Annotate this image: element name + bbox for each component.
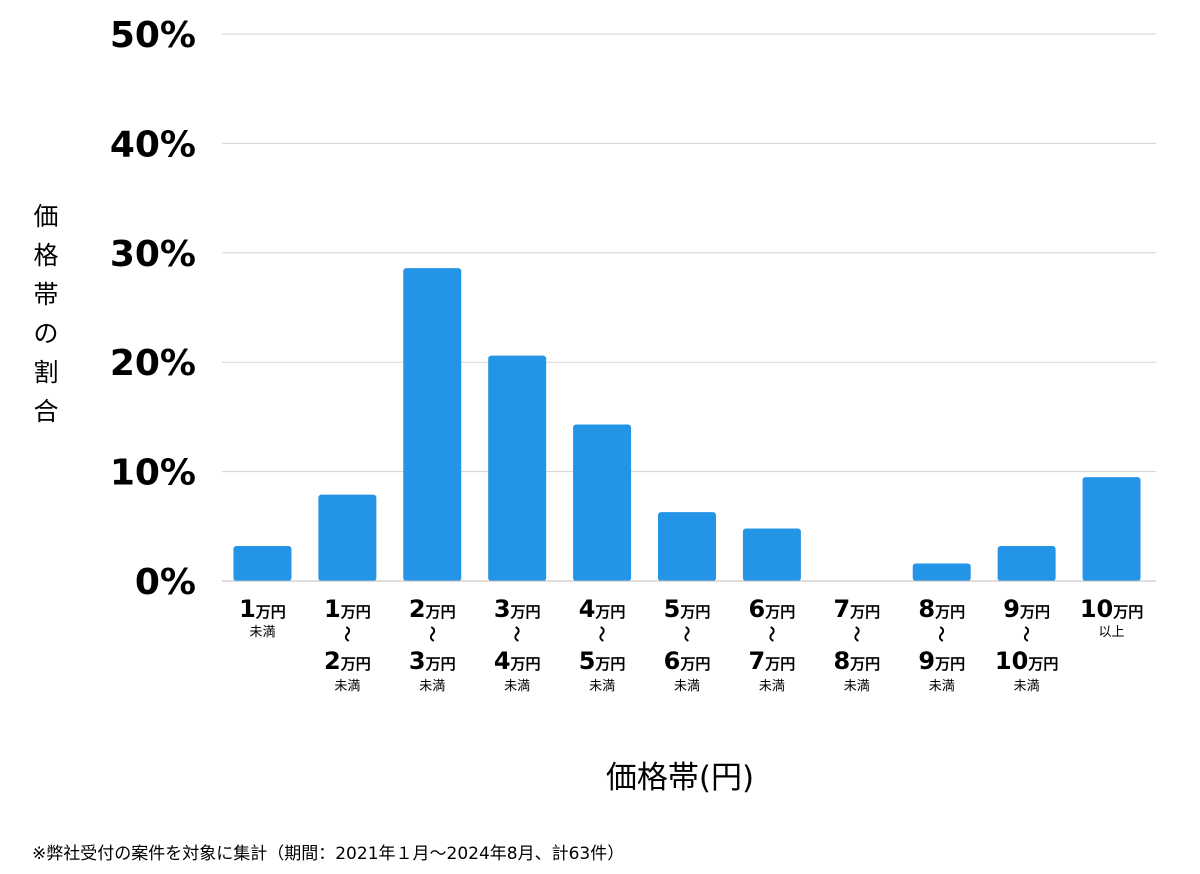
x-category-value: 10万円 bbox=[995, 647, 1058, 675]
y-axis-label-char: 割 bbox=[33, 358, 58, 387]
x-category-value: 3万円 bbox=[494, 595, 541, 623]
bar bbox=[403, 268, 462, 581]
x-category-value: 8万円 bbox=[833, 647, 880, 675]
bar bbox=[318, 494, 377, 581]
bar bbox=[742, 528, 801, 581]
x-category-suffix: 以上 bbox=[1099, 625, 1125, 640]
footnote: ※弊社受付の案件を対象に集計（期間：2021年１月〜2024年8月、計63件） bbox=[32, 844, 625, 864]
x-category-range-mark: 〜 bbox=[932, 626, 951, 642]
x-category-value: 1万円 bbox=[239, 595, 286, 623]
y-tick-label: 30% bbox=[110, 234, 196, 275]
bar bbox=[1082, 477, 1141, 581]
x-category-suffix: 未満 bbox=[334, 679, 360, 694]
y-tick-labels: 0% 10% 20% 30% 40% 50% bbox=[110, 15, 196, 603]
bar bbox=[573, 424, 632, 581]
y-tick-label: 10% bbox=[110, 453, 196, 494]
x-category-value: 9万円 bbox=[1003, 595, 1050, 623]
x-category-value: 5万円 bbox=[664, 595, 711, 623]
x-category-suffix: 未満 bbox=[844, 679, 870, 694]
x-category-value: 5万円 bbox=[579, 647, 626, 675]
x-category-suffix: 未満 bbox=[759, 679, 785, 694]
x-category-range-mark: 〜 bbox=[422, 626, 441, 642]
x-category-range-mark: 〜 bbox=[507, 626, 526, 642]
y-tick-label: 50% bbox=[110, 15, 196, 56]
x-category-value: 2万円 bbox=[324, 647, 371, 675]
bar bbox=[488, 355, 547, 581]
x-category-range-mark: 〜 bbox=[337, 626, 356, 642]
x-category-value: 6万円 bbox=[664, 647, 711, 675]
y-axis-label-char: 帯 bbox=[33, 280, 58, 309]
bar-chart: 0%10%20%30%40%50% 1万円未満1万円〜2万円未満2万円〜3万円未… bbox=[33, 15, 1156, 796]
x-category-suffix: 未満 bbox=[589, 679, 615, 694]
x-category-value: 7万円 bbox=[833, 595, 880, 623]
x-category-labels: 1万円未満1万円〜2万円未満2万円〜3万円未満3万円〜4万円未満4万円〜5万円未… bbox=[239, 595, 1143, 694]
y-axis-label-char: 格 bbox=[33, 241, 58, 270]
x-category-value: 10万円 bbox=[1080, 595, 1143, 623]
x-category-suffix: 未満 bbox=[504, 679, 530, 694]
x-category-suffix: 未満 bbox=[419, 679, 445, 694]
y-tick-label: 0% bbox=[135, 562, 196, 603]
x-category-value: 4万円 bbox=[494, 647, 541, 675]
bar bbox=[658, 512, 716, 581]
x-axis-label: 価格帯(円) bbox=[606, 760, 754, 796]
x-category-value: 6万円 bbox=[749, 595, 796, 623]
x-category-range-mark: 〜 bbox=[1017, 626, 1036, 642]
y-axis-label-char: 合 bbox=[33, 397, 58, 426]
x-category-range-mark: 〜 bbox=[762, 626, 781, 642]
y-axis-label-char: 価 bbox=[33, 202, 58, 231]
bar bbox=[233, 545, 292, 581]
x-category-value: 9万円 bbox=[918, 647, 965, 675]
bars bbox=[233, 268, 1141, 581]
y-tick-label: 40% bbox=[110, 124, 196, 165]
y-axis-label-char: の bbox=[33, 319, 58, 348]
x-category-value: 7万円 bbox=[749, 647, 796, 675]
bar bbox=[997, 545, 1056, 581]
x-category-value: 4万円 bbox=[579, 595, 626, 623]
x-category-range-mark: 〜 bbox=[677, 626, 696, 642]
x-category-range-mark: 〜 bbox=[847, 626, 866, 642]
x-category-value: 2万円 bbox=[409, 595, 456, 623]
x-category-range-mark: 〜 bbox=[592, 626, 611, 642]
x-category-suffix: 未満 bbox=[1014, 679, 1040, 694]
x-category-suffix: 未満 bbox=[929, 679, 955, 694]
x-category-value: 8万円 bbox=[918, 595, 965, 623]
y-tick-label: 20% bbox=[110, 343, 196, 384]
x-category-suffix: 未満 bbox=[249, 625, 275, 640]
x-category-suffix: 未満 bbox=[674, 679, 700, 694]
bar bbox=[912, 563, 971, 581]
gridlines bbox=[222, 33, 1156, 473]
x-category-value: 3万円 bbox=[409, 647, 456, 675]
x-category-value: 1万円 bbox=[324, 595, 371, 623]
